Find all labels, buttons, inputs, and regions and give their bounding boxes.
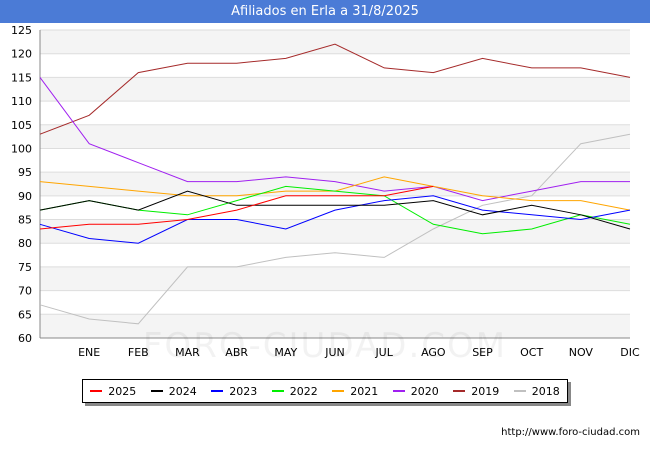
y-tick-label: 90 xyxy=(18,190,32,203)
legend-label: 2020 xyxy=(410,384,439,398)
legend-item-2018: 2018 xyxy=(513,384,560,398)
grid-band xyxy=(40,266,630,291)
legend-item-2024: 2024 xyxy=(150,384,197,398)
legend-item-2020: 2020 xyxy=(392,384,439,398)
legend-item-2023: 2023 xyxy=(211,385,257,398)
series-line-2020 xyxy=(39,77,630,202)
y-tick-label: 125 xyxy=(11,24,32,37)
legend-item-2022: 2022 xyxy=(271,384,318,398)
y-tick-label: 95 xyxy=(18,166,32,179)
y-tick-label: 65 xyxy=(18,308,32,321)
x-tick-label: JUN xyxy=(324,346,345,359)
series-line-2019 xyxy=(39,43,631,135)
x-tick-label: DIC xyxy=(620,346,640,359)
y-tick-label: 60 xyxy=(18,332,32,345)
x-tick-label: NOV xyxy=(569,346,594,359)
x-tick-label: ENE xyxy=(78,346,100,359)
y-tick-label: 80 xyxy=(18,237,32,250)
y-tick-label: 100 xyxy=(11,142,32,155)
y-tick-label: 110 xyxy=(11,95,32,108)
grid-band xyxy=(40,30,630,54)
series-line-2023 xyxy=(39,195,631,244)
legend-swatch xyxy=(90,390,103,392)
legend-item-2021: 2021 xyxy=(332,385,378,398)
legend-label: 2023 xyxy=(229,384,258,398)
x-tick-label: JUL xyxy=(374,346,393,359)
x-tick-label: SEP xyxy=(472,346,493,359)
legend-label: 2018 xyxy=(531,384,560,398)
grid-band xyxy=(40,219,630,244)
chart-title: Afiliados en Erla a 31/8/2025 xyxy=(0,0,650,23)
grid-band xyxy=(40,314,630,338)
grid-band xyxy=(40,172,630,196)
series-line-2025 xyxy=(39,185,434,230)
legend-swatch xyxy=(211,390,224,392)
x-tick-label: FEB xyxy=(128,346,149,359)
legend-swatch xyxy=(271,390,284,392)
legend-label: 2022 xyxy=(289,384,318,398)
y-tick-label: 85 xyxy=(18,214,32,227)
legend-swatch xyxy=(150,390,163,392)
legend-swatch xyxy=(453,390,466,392)
series-line-2024 xyxy=(39,190,631,230)
x-tick-label: MAR xyxy=(175,346,200,359)
x-tick-label: AGO xyxy=(421,346,446,359)
y-tick-label: 75 xyxy=(18,261,32,274)
legend-label: 2025 xyxy=(108,384,137,398)
x-tick-label: ABR xyxy=(225,346,248,359)
legend-label: 2019 xyxy=(471,384,500,398)
legend-swatch xyxy=(513,390,526,392)
source-credit: http://www.foro-ciudad.com xyxy=(501,427,640,438)
series-line-2018 xyxy=(39,133,631,325)
y-tick-label: 120 xyxy=(11,48,32,61)
x-tick-label: MAY xyxy=(274,346,297,359)
chart-legend: 2025 2024 2023 2022 2021 2020 2019 2018 xyxy=(82,379,568,403)
watermark: FORO-CIUDAD.COM xyxy=(142,326,508,366)
x-tick-label: OCT xyxy=(520,346,543,359)
legend-item-2019: 2019 xyxy=(453,385,499,398)
legend-label: 2021 xyxy=(350,384,379,398)
legend-swatch xyxy=(392,390,405,392)
y-tick-label: 70 xyxy=(18,285,32,298)
y-tick-label: 105 xyxy=(11,119,32,132)
grid-band xyxy=(40,77,630,102)
legend-label: 2024 xyxy=(168,384,197,398)
legend-item-2025: 2025 xyxy=(90,385,136,398)
legend-swatch xyxy=(332,390,345,392)
grid-band xyxy=(40,124,630,149)
y-tick-label: 115 xyxy=(11,71,32,84)
